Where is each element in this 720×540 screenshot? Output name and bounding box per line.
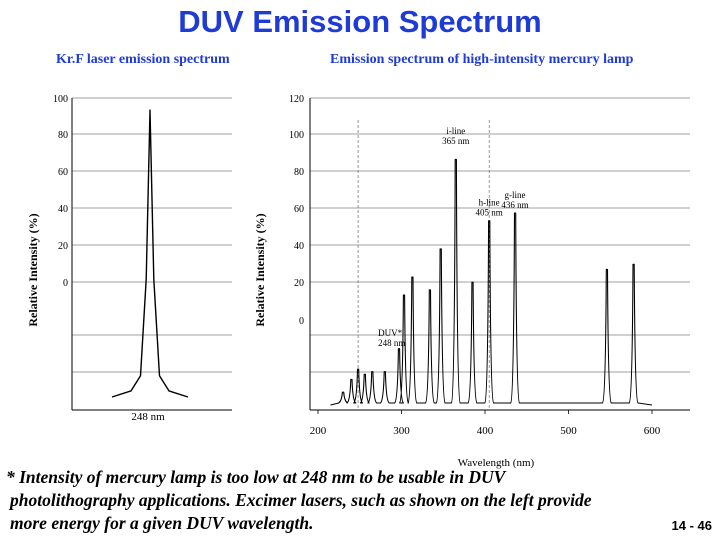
annotation-line: i-line — [446, 126, 465, 136]
annotation-line: 365 nm — [442, 136, 469, 146]
krf-emission-line — [111, 109, 189, 398]
right-xtick-label: 300 — [393, 425, 410, 437]
slide-title: DUV Emission Spectrum — [178, 4, 542, 39]
left-chart-subtitle: Kr.F laser emission spectrum — [56, 52, 230, 67]
right-chart-subtitle: Emission spectrum of high-intensity merc… — [330, 52, 634, 67]
left-ytick-label: 80 — [58, 130, 68, 141]
annotation-line: DUV* — [378, 328, 402, 338]
annotation-line: 248 nm — [378, 338, 405, 348]
right-xtick-label: 600 — [644, 425, 661, 437]
right-xtick-label: 500 — [560, 425, 577, 437]
right-ytick-label: 80 — [294, 167, 304, 178]
right-xtick-label: 400 — [477, 425, 494, 437]
right-ytick-label: 20 — [294, 278, 304, 289]
right-ytick-label: 100 — [289, 130, 304, 141]
annotation-line: 436 nm — [501, 200, 528, 210]
right-x-axis-label: Wavelength (nm) — [458, 457, 535, 469]
spectrum-annotation: h-line 405 nm — [476, 197, 503, 217]
right-y-axis-label: Relative Intensity (%) — [253, 213, 267, 326]
left-ytick-label: 40 — [58, 204, 68, 215]
right-ytick-label: 120 — [289, 94, 304, 105]
right-ytick-label: 60 — [294, 204, 304, 215]
page-number: 14 - 46 — [671, 518, 712, 533]
mercury-spectrum-line — [330, 158, 653, 406]
annotation-line: h-line — [479, 197, 500, 207]
left-ytick-label: 100 — [53, 94, 68, 105]
spectrum-annotation: i-line 365 nm — [442, 126, 469, 146]
annotation-line: 405 nm — [476, 207, 503, 217]
spectrum-annotation: DUV* 248 nm — [378, 328, 405, 348]
left-y-axis-label: Relative Intensity (%) — [26, 213, 40, 326]
spectrum-annotation: g-line 436 nm — [501, 190, 528, 210]
footnote-line-3: more energy for a given DUV wavelength. — [10, 513, 314, 533]
right-ytick-label: 0 — [299, 316, 304, 327]
right-xtick-label: 200 — [310, 425, 327, 437]
right-ytick-label: 40 — [294, 241, 304, 252]
left-xtick-label: 248 nm — [131, 411, 165, 423]
left-ytick-label: 20 — [58, 241, 68, 252]
annotation-line: g-line — [505, 190, 526, 200]
footnote-line-2: photolithography applications. Excimer l… — [10, 490, 592, 510]
krf-laser-chart: 100 80 60 40 20 0 248 nm Relative Intensity (%) — [26, 94, 232, 423]
footnote: * Intensity of mercury lamp is too low a… — [6, 466, 696, 535]
left-ytick-label: 0 — [63, 278, 68, 289]
footnote-line-1: * Intensity of mercury lamp is too low a… — [6, 467, 506, 487]
left-ytick-label: 60 — [58, 167, 68, 178]
